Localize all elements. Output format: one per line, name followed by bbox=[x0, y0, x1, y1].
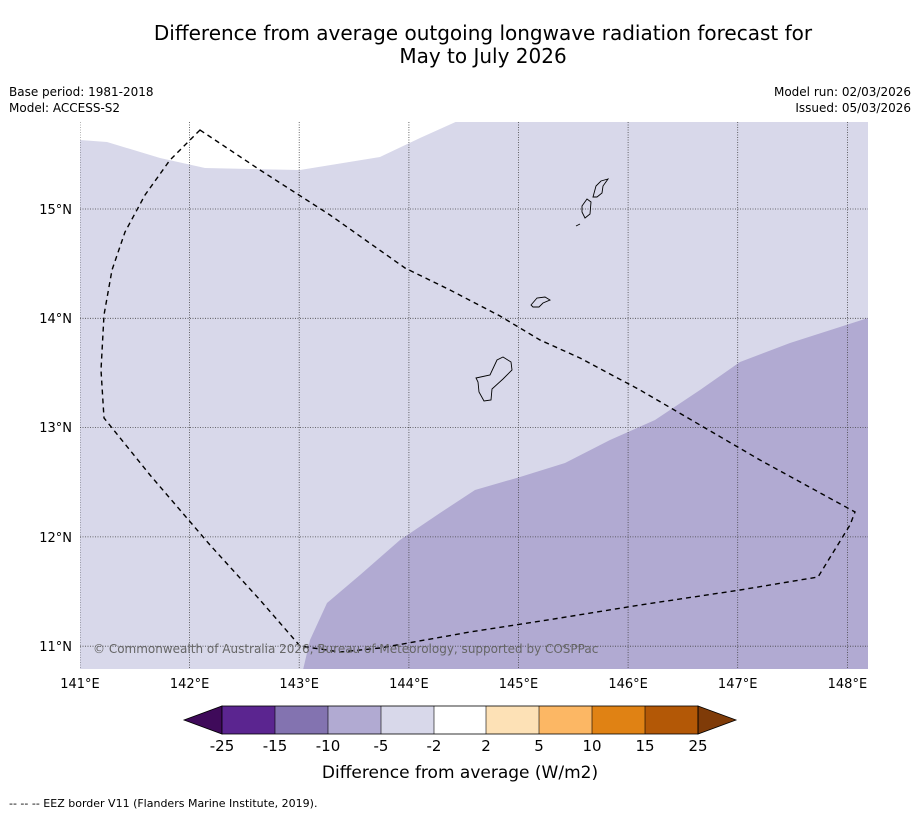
meta-right: Model run: 02/03/2026 Issued: 05/03/2026 bbox=[774, 84, 911, 116]
map-plot-area bbox=[80, 122, 868, 669]
x-tick-label: 141°E bbox=[60, 677, 100, 692]
islands bbox=[475, 178, 610, 402]
colorbar-tick: 10 bbox=[582, 737, 601, 755]
colorbar-dividers bbox=[274, 706, 646, 734]
island-aguijan bbox=[575, 223, 581, 227]
colorbar-tick: 15 bbox=[635, 737, 654, 755]
colorbar-arrow-high bbox=[697, 705, 738, 735]
issued-date: Issued: 05/03/2026 bbox=[795, 101, 911, 115]
grid-lines bbox=[80, 122, 868, 669]
colorbar-tick: -5 bbox=[374, 737, 389, 755]
colorbar-tick: 25 bbox=[688, 737, 707, 755]
model-run: Model run: 02/03/2026 bbox=[773, 85, 911, 99]
colorbar-segment bbox=[328, 706, 381, 734]
colorbar-tick: -25 bbox=[210, 737, 235, 755]
colorbar-segment bbox=[592, 706, 645, 734]
x-tick-label: 142°E bbox=[170, 677, 210, 692]
title-line-2: May to July 2026 bbox=[399, 44, 567, 68]
map-title: Difference from average outgoing longwav… bbox=[0, 22, 919, 68]
colorbar-segment bbox=[486, 706, 539, 734]
y-axis-labels: 11°N 12°N 13°N 14°N 15°N bbox=[39, 203, 72, 655]
y-tick-label: 15°N bbox=[39, 203, 72, 218]
anomaly-region-minus10-to-minus5 bbox=[303, 318, 868, 669]
colorbar: -25 -15 -10 -5 -2 2 5 10 15 25 Differenc… bbox=[182, 705, 738, 783]
colorbar-tick: 5 bbox=[534, 737, 544, 755]
y-tick-label: 11°N bbox=[39, 640, 72, 655]
colorbar-tick: -2 bbox=[427, 737, 442, 755]
colorbar-label: Difference from average (W/m2) bbox=[322, 763, 598, 783]
colorbar-tick: -10 bbox=[316, 737, 341, 755]
x-tick-label: 145°E bbox=[499, 677, 539, 692]
eez-legend-footer: -- -- -- EEZ border V11 (Flanders Marine… bbox=[9, 797, 318, 810]
title-line-1: Difference from average outgoing longwav… bbox=[153, 21, 813, 45]
x-tick-label: 143°E bbox=[279, 677, 319, 692]
x-tick-label: 147°E bbox=[718, 677, 758, 692]
x-tick-label: 144°E bbox=[389, 677, 429, 692]
island-guam bbox=[475, 356, 513, 402]
island-tinian bbox=[581, 198, 592, 219]
colorbar-segment bbox=[381, 706, 434, 734]
colorbar-outline bbox=[221, 705, 699, 735]
island-rota bbox=[530, 296, 551, 308]
model-name: Model: ACCESS-S2 bbox=[9, 101, 121, 115]
colorbar-segment bbox=[645, 706, 698, 734]
copyright-text: © Commonwealth of Australia 2026, Bureau… bbox=[93, 642, 598, 656]
colorbar-segment bbox=[275, 706, 328, 734]
colorbar-segment bbox=[434, 706, 486, 734]
colorbar-tick: 2 bbox=[481, 737, 491, 755]
x-tick-label: 146°E bbox=[608, 677, 648, 692]
meta-left: Base period: 1981-2018 Model: ACCESS-S2 bbox=[9, 84, 154, 116]
colorbar-segment bbox=[222, 706, 275, 734]
base-period: Base period: 1981-2018 bbox=[9, 85, 154, 99]
y-tick-label: 14°N bbox=[39, 312, 72, 327]
colorbar-segment bbox=[539, 706, 592, 734]
eez-border bbox=[100, 129, 856, 653]
y-tick-label: 13°N bbox=[39, 421, 72, 436]
x-axis-labels: 141°E 142°E 143°E 144°E 145°E 146°E 147°… bbox=[60, 677, 867, 692]
colorbar-arrow-low bbox=[182, 705, 223, 735]
x-tick-label: 148°E bbox=[828, 677, 868, 692]
colorbar-tick: -15 bbox=[263, 737, 288, 755]
island-saipan bbox=[592, 178, 610, 198]
y-tick-label: 12°N bbox=[39, 531, 72, 546]
